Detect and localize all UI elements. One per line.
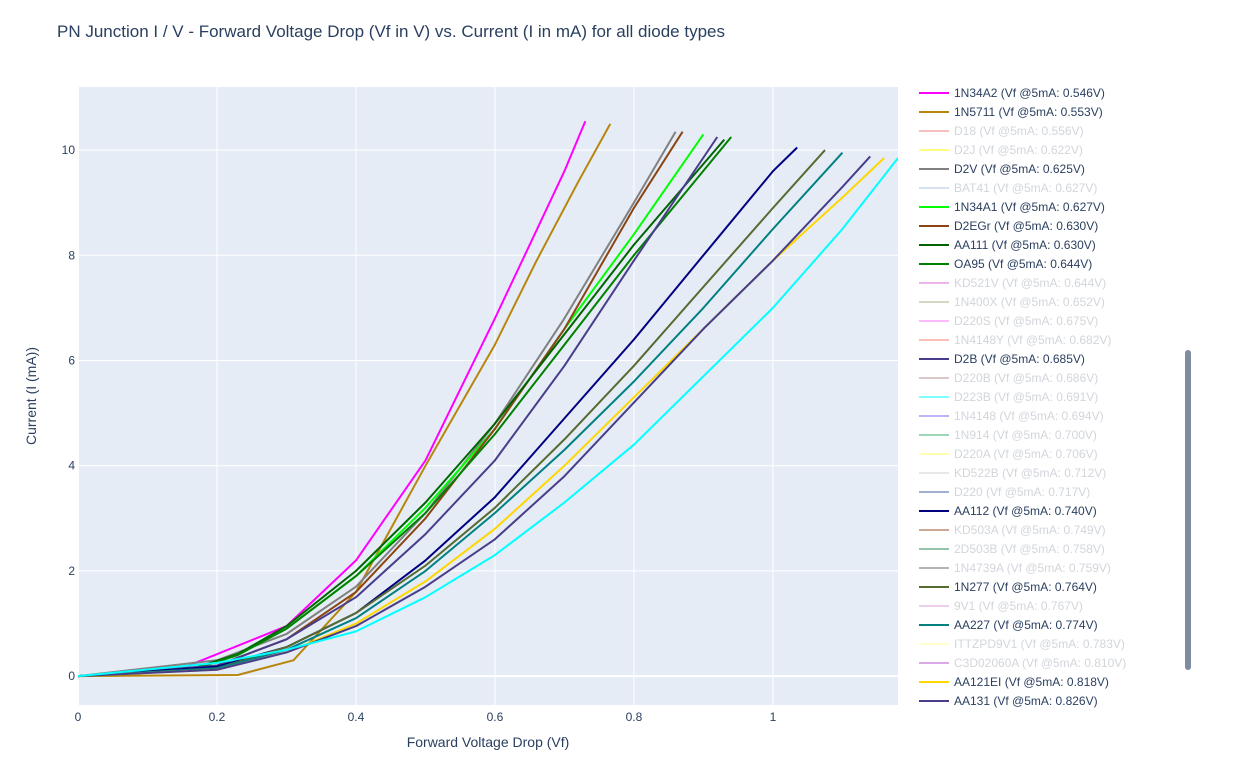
legend-label: 1N34A2 (Vf @5mA: 0.546V) (954, 86, 1105, 100)
legend-item[interactable]: AA227 (Vf @5mA: 0.774V) (919, 618, 1098, 632)
series-line (78, 120, 587, 678)
series-line (78, 136, 719, 678)
legend-item[interactable]: AA112 (Vf @5mA: 0.740V) (919, 504, 1097, 518)
legend-label: D2J (Vf @5mA: 0.622V) (954, 143, 1083, 157)
legend-item[interactable]: 1N34A2 (Vf @5mA: 0.546V) (919, 86, 1105, 100)
legend-item[interactable]: D2B (Vf @5mA: 0.685V) (919, 352, 1085, 366)
legend-item[interactable]: KD503A (Vf @5mA: 0.749V) (919, 523, 1106, 537)
legend-item[interactable]: 2D503B (Vf @5mA: 0.758V) (919, 542, 1105, 556)
x-tick-label: 0 (75, 710, 82, 724)
legend-label: AA112 (Vf @5mA: 0.740V) (954, 504, 1097, 518)
legend-label: AA111 (Vf @5mA: 0.630V) (954, 238, 1096, 252)
legend-label: D18 (Vf @5mA: 0.556V) (954, 124, 1084, 138)
legend-label: 2D503B (Vf @5mA: 0.758V) (954, 542, 1105, 556)
legend-label: C3D02060A (Vf @5mA: 0.810V) (954, 656, 1126, 670)
legend-item[interactable]: 9V1 (Vf @5mA: 0.767V) (919, 599, 1083, 613)
legend-item[interactable]: ITTZPD9V1 (Vf @5mA: 0.783V) (919, 637, 1125, 651)
y-axis-title: Current (I (mA)) (23, 347, 39, 445)
legend-item[interactable]: C3D02060A (Vf @5mA: 0.810V) (919, 656, 1126, 670)
legend-label: D223B (Vf @5mA: 0.691V) (954, 390, 1098, 404)
legend-item[interactable]: 1N34A1 (Vf @5mA: 0.627V) (919, 200, 1105, 214)
legend-item[interactable]: 1N277 (Vf @5mA: 0.764V) (919, 580, 1097, 594)
legend-label: AA227 (Vf @5mA: 0.774V) (954, 618, 1098, 632)
x-axis: 0 0.2 0.4 0.6 0.8 1 (75, 710, 777, 724)
legend-item[interactable]: D18 (Vf @5mA: 0.556V) (919, 124, 1084, 138)
legend-label: KD521V (Vf @5mA: 0.644V) (954, 276, 1106, 290)
legend-item[interactable]: 1N4148 (Vf @5mA: 0.694V) (919, 409, 1104, 423)
chart-title: PN Junction I / V - Forward Voltage Drop… (57, 22, 725, 41)
legend-label: 1N400X (Vf @5mA: 0.652V) (954, 295, 1105, 309)
legend-item[interactable]: BAT41 (Vf @5mA: 0.627V) (919, 181, 1097, 195)
legend-item[interactable]: AA131 (Vf @5mA: 0.826V) (919, 694, 1098, 708)
legend-label: KD522B (Vf @5mA: 0.712V) (954, 466, 1106, 480)
x-tick-label: 0.2 (209, 710, 226, 724)
legend-item[interactable]: 1N5711 (Vf @5mA: 0.553V) (919, 105, 1103, 119)
legend-label: D2V (Vf @5mA: 0.625V) (954, 162, 1085, 176)
y-tick-label: 6 (68, 353, 75, 367)
y-tick-label: 2 (68, 564, 75, 578)
plot-area (78, 87, 898, 705)
legend-item[interactable]: D223B (Vf @5mA: 0.691V) (919, 390, 1098, 404)
legend-item[interactable]: 1N400X (Vf @5mA: 0.652V) (919, 295, 1105, 309)
series-line (78, 157, 898, 678)
legend-item[interactable]: OA95 (Vf @5mA: 0.644V) (919, 257, 1092, 271)
legend-label: BAT41 (Vf @5mA: 0.627V) (954, 181, 1097, 195)
x-tick-label: 1 (770, 710, 777, 724)
legend-item[interactable]: AA111 (Vf @5mA: 0.630V) (919, 238, 1096, 252)
legend-item[interactable]: D220A (Vf @5mA: 0.706V) (919, 447, 1098, 461)
legend-item[interactable]: D220B (Vf @5mA: 0.686V) (919, 371, 1098, 385)
legend-item[interactable]: KD522B (Vf @5mA: 0.712V) (919, 466, 1106, 480)
legend-item[interactable]: D220 (Vf @5mA: 0.717V) (919, 485, 1090, 499)
legend-item[interactable]: 1N4739A (Vf @5mA: 0.759V) (919, 561, 1111, 575)
legend-item[interactable]: D2EGr (Vf @5mA: 0.630V) (919, 219, 1098, 233)
legend-item[interactable]: 1N914 (Vf @5mA: 0.700V) (919, 428, 1097, 442)
legend-label: ITTZPD9V1 (Vf @5mA: 0.783V) (954, 637, 1125, 651)
legend-label: D220B (Vf @5mA: 0.686V) (954, 371, 1098, 385)
y-axis: 0 2 4 6 8 10 (62, 143, 76, 683)
legend-item[interactable]: D2V (Vf @5mA: 0.625V) (919, 162, 1085, 176)
legend-label: AA121EI (Vf @5mA: 0.818V) (954, 675, 1109, 689)
y-tick-label: 8 (68, 248, 75, 262)
legend-label: D220 (Vf @5mA: 0.717V) (954, 485, 1090, 499)
legend-label: 9V1 (Vf @5mA: 0.767V) (954, 599, 1083, 613)
legend-label: 1N914 (Vf @5mA: 0.700V) (954, 428, 1097, 442)
legend-label: KD503A (Vf @5mA: 0.749V) (954, 523, 1106, 537)
y-tick-label: 4 (68, 459, 75, 473)
legend-label: 1N4148 (Vf @5mA: 0.694V) (954, 409, 1104, 423)
series-line (78, 123, 612, 678)
legend-label: 1N277 (Vf @5mA: 0.764V) (954, 580, 1097, 594)
legend-label: D2EGr (Vf @5mA: 0.630V) (954, 219, 1098, 233)
legend-item[interactable]: AA121EI (Vf @5mA: 0.818V) (919, 675, 1109, 689)
legend-label: OA95 (Vf @5mA: 0.644V) (954, 257, 1092, 271)
legend[interactable]: 1N34A2 (Vf @5mA: 0.546V) 1N5711 (Vf @5mA:… (919, 86, 1126, 708)
legend-label: 1N4739A (Vf @5mA: 0.759V) (954, 561, 1111, 575)
legend-label: AA131 (Vf @5mA: 0.826V) (954, 694, 1098, 708)
x-tick-label: 0.8 (626, 710, 643, 724)
x-axis-title: Forward Voltage Drop (Vf) (407, 734, 570, 750)
x-tick-label: 0.6 (487, 710, 504, 724)
legend-label: D220S (Vf @5mA: 0.675V) (954, 314, 1098, 328)
legend-item[interactable]: KD521V (Vf @5mA: 0.644V) (919, 276, 1106, 290)
legend-scrollbar[interactable] (1185, 350, 1191, 670)
legend-item[interactable]: D2J (Vf @5mA: 0.622V) (919, 143, 1083, 157)
legend-label: 1N34A1 (Vf @5mA: 0.627V) (954, 200, 1105, 214)
x-tick-label: 0.4 (348, 710, 365, 724)
series-line (78, 152, 844, 678)
series-layer (78, 120, 898, 678)
legend-label: D2B (Vf @5mA: 0.685V) (954, 352, 1085, 366)
y-tick-label: 10 (62, 143, 76, 157)
legend-item[interactable]: D220S (Vf @5mA: 0.675V) (919, 314, 1098, 328)
legend-label: 1N5711 (Vf @5mA: 0.553V) (954, 105, 1103, 119)
series-line (78, 155, 871, 678)
y-tick-label: 0 (68, 669, 75, 683)
legend-label: D220A (Vf @5mA: 0.706V) (954, 447, 1098, 461)
legend-label: 1N4148Y (Vf @5mA: 0.682V) (954, 333, 1111, 347)
grid (78, 87, 898, 705)
legend-item[interactable]: 1N4148Y (Vf @5mA: 0.682V) (919, 333, 1111, 347)
